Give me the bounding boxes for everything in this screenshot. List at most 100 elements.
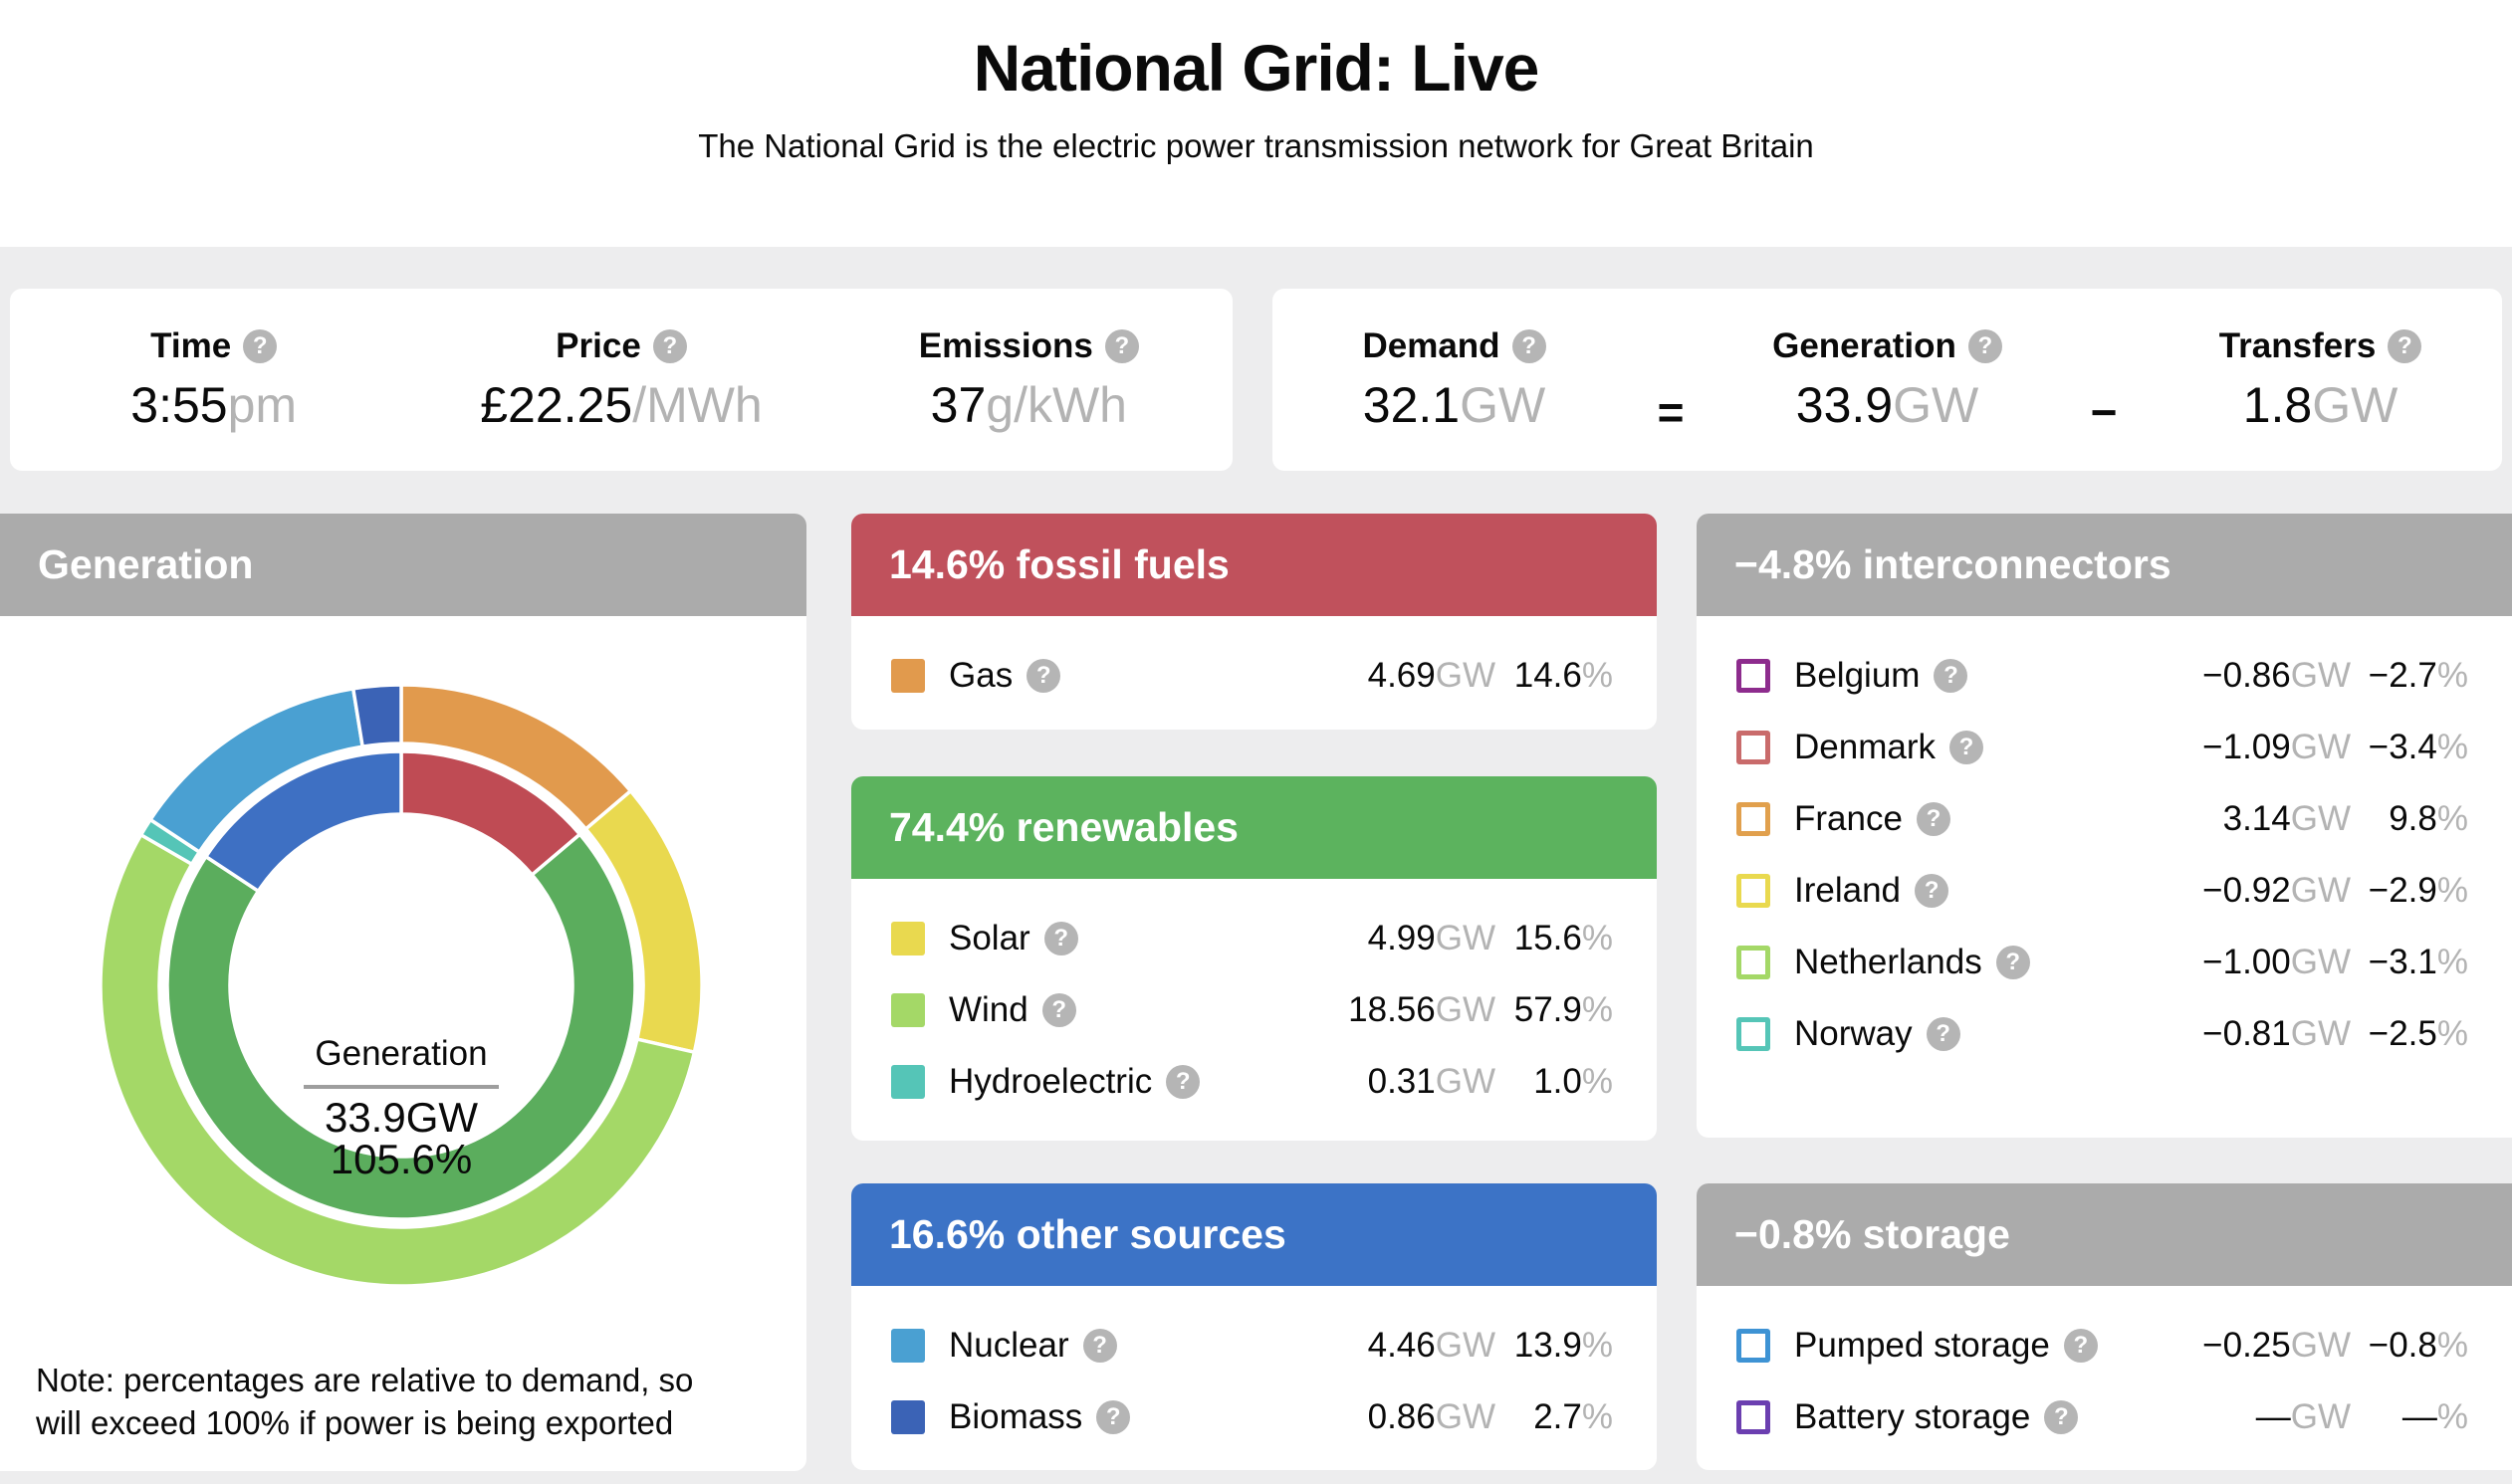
help-icon[interactable]: ? xyxy=(1041,993,1076,1027)
france-swatch xyxy=(1736,802,1770,836)
norway-row: Norway ? −0.81GW −2.5% xyxy=(1697,998,2512,1070)
stat-time: Time? 3:55pm xyxy=(10,326,417,434)
page-title: National Grid: Live xyxy=(973,31,1540,105)
other-sources-panel: 16.6% other sources Nuclear ? 4.46GW 13.… xyxy=(851,1183,1657,1470)
help-icon[interactable]: ? xyxy=(1043,922,1078,955)
help-icon[interactable]: ? xyxy=(243,328,278,363)
wind-gw-value: 18.56GW xyxy=(1348,990,1495,1029)
nuclear-swatch xyxy=(891,1329,925,1363)
belgium-pct-value: −2.7% xyxy=(2368,656,2468,695)
stat-price: Price? £22.25/MWh xyxy=(417,326,824,434)
hydroelectric-label: Hydroelectric xyxy=(949,1062,1153,1101)
help-icon[interactable]: ? xyxy=(2388,328,2422,363)
gas-gw-value: 4.69GW xyxy=(1367,656,1495,695)
stat-demand: Demand? 32.1GW xyxy=(1272,326,1636,434)
stat-price-value: £22.25/MWh xyxy=(480,376,763,433)
wind-label: Wind xyxy=(949,990,1028,1029)
ireland-pct-value: −2.9% xyxy=(2368,871,2468,910)
generation-note: Note: percentages are relative to demand… xyxy=(36,1361,694,1442)
help-icon[interactable]: ? xyxy=(1948,731,1983,764)
norway-label: Norway xyxy=(1794,1014,1913,1053)
stat-transfers-value: 1.8GW xyxy=(2242,376,2398,433)
gas-swatch xyxy=(891,659,925,693)
interconnectors-panel: −4.8% interconnectors Belgium ? −0.86GW … xyxy=(1697,514,2512,1138)
donut-inner-other-sources-slice[interactable] xyxy=(204,749,403,894)
belgium-swatch xyxy=(1736,659,1770,693)
pumped-storage-label: Pumped storage xyxy=(1794,1326,2050,1365)
biomass-pct-value: 2.7% xyxy=(1533,1397,1613,1436)
help-icon[interactable]: ? xyxy=(1916,802,1950,836)
hydroelectric-row: Hydroelectric ? 0.31GW 1.0% xyxy=(851,1046,1657,1118)
battery-storage-pct-value: —% xyxy=(2401,1397,2468,1436)
denmark-swatch xyxy=(1736,731,1770,764)
donut-inner-renewables-slice[interactable] xyxy=(165,832,637,1221)
fossil-fuels-header-label: 14.6% fossil fuels xyxy=(889,541,1230,587)
belgium-label: Belgium xyxy=(1794,656,1921,695)
france-row: France ? 3.14GW 9.8% xyxy=(1697,783,2512,855)
hydroelectric-pct-value: 1.0% xyxy=(1533,1062,1613,1101)
netherlands-pct-value: −3.1% xyxy=(2368,943,2468,981)
battery-storage-gw-value: —GW xyxy=(2255,1397,2351,1436)
help-icon[interactable]: ? xyxy=(1166,1065,1201,1099)
fossil-fuels-header: 14.6% fossil fuels xyxy=(851,514,1657,616)
wind-swatch xyxy=(891,993,925,1027)
stats-card-right: Demand? 32.1GW = Generation? 33.9GW − Tr… xyxy=(1272,289,2502,471)
help-icon[interactable]: ? xyxy=(1511,328,1546,363)
help-icon[interactable]: ? xyxy=(2063,1329,2098,1363)
stat-time-value: 3:55pm xyxy=(130,376,298,433)
denmark-label: Denmark xyxy=(1794,728,1936,766)
denmark-row: Denmark ? −1.09GW −3.4% xyxy=(1697,712,2512,783)
pumped-storage-gw-value: −0.25GW xyxy=(2202,1326,2351,1365)
gas-row: Gas ? 4.69GW 14.6% xyxy=(851,640,1657,712)
norway-pct-value: −2.5% xyxy=(2368,1014,2468,1053)
donut-svg xyxy=(99,683,704,1288)
help-icon[interactable]: ? xyxy=(1967,328,2002,363)
stat-transfers: Transfers? 1.8GW xyxy=(2139,326,2502,434)
biomass-swatch xyxy=(891,1400,925,1434)
nuclear-pct-value: 13.9% xyxy=(1513,1326,1613,1365)
help-icon[interactable]: ? xyxy=(1926,1017,1960,1051)
donut-outer-wind-slice[interactable] xyxy=(99,832,697,1288)
help-icon[interactable]: ? xyxy=(2044,1400,2079,1434)
help-icon[interactable]: ? xyxy=(1995,946,2030,979)
pumped-storage-pct-value: −0.8% xyxy=(2368,1326,2468,1365)
stat-transfers-label: Transfers xyxy=(2218,325,2377,365)
help-icon[interactable]: ? xyxy=(1915,874,1949,908)
biomass-label: Biomass xyxy=(949,1397,1083,1436)
pumped-storage-swatch xyxy=(1736,1329,1770,1363)
hydroelectric-gw-value: 0.31GW xyxy=(1367,1062,1495,1101)
generation-panel-header: Generation xyxy=(0,514,806,616)
interconnectors-header-label: −4.8% interconnectors xyxy=(1734,541,2171,587)
stat-generation-value: 33.9GW xyxy=(1795,376,1979,433)
solar-gw-value: 4.99GW xyxy=(1367,919,1495,957)
pumped-storage-row: Pumped storage ? −0.25GW −0.8% xyxy=(1697,1310,2512,1381)
page-header: National Grid: Live The National Grid is… xyxy=(0,0,2512,247)
help-icon[interactable]: ? xyxy=(1104,328,1139,363)
other-sources-header: 16.6% other sources xyxy=(851,1183,1657,1286)
help-icon[interactable]: ? xyxy=(652,328,687,363)
donut-center-label: Generation xyxy=(315,1034,488,1073)
ireland-label: Ireland xyxy=(1794,871,1902,910)
stat-time-label: Time xyxy=(150,325,232,365)
battery-storage-row: Battery storage ? —GW —% xyxy=(1697,1381,2512,1453)
help-icon[interactable]: ? xyxy=(1082,1329,1117,1363)
page-subtitle: The National Grid is the electric power … xyxy=(698,127,1814,164)
nuclear-gw-value: 4.46GW xyxy=(1367,1326,1495,1365)
stat-demand-value: 32.1GW xyxy=(1362,376,1546,433)
stat-price-label: Price xyxy=(556,325,641,365)
stat-emissions: Emissions? 37g/kWh xyxy=(825,326,1233,434)
dashboard-canvas: Time? 3:55pm Price? £22.25/MWh Emissions… xyxy=(0,247,2512,1484)
donut-center-divider xyxy=(304,1085,499,1089)
help-icon[interactable]: ? xyxy=(1096,1400,1131,1434)
help-icon[interactable]: ? xyxy=(1934,659,1968,693)
norway-gw-value: −0.81GW xyxy=(2202,1014,2351,1053)
help-icon[interactable]: ? xyxy=(1027,659,1061,693)
wind-pct-value: 57.9% xyxy=(1513,990,1613,1029)
netherlands-gw-value: −1.00GW xyxy=(2202,943,2351,981)
gas-pct-value: 14.6% xyxy=(1513,656,1613,695)
storage-header-label: −0.8% storage xyxy=(1734,1211,2010,1257)
generation-panel-title: Generation xyxy=(38,541,254,587)
donut-outer-biomass-slice[interactable] xyxy=(350,683,403,748)
renewables-header-label: 74.4% renewables xyxy=(889,804,1239,850)
generation-panel: Generation Generation 33.9GW 105.6% Note… xyxy=(0,514,806,1471)
